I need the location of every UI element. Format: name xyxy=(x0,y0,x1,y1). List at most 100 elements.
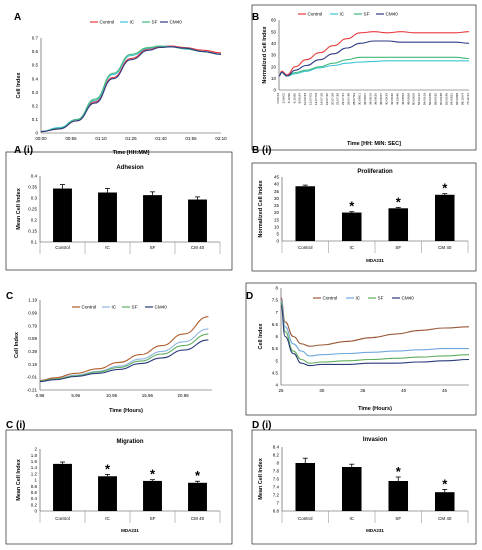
significance-star-Bi: * xyxy=(396,194,402,209)
y-tick-label-Bi: 5 xyxy=(276,231,279,236)
y-tick-label-Ai: 0.25 xyxy=(28,207,37,212)
y-tick-label-Bi: 0 xyxy=(276,239,279,244)
significance-star-Ci: * xyxy=(105,461,111,476)
frame-b-i xyxy=(251,162,477,272)
x-tick-label-D: 25 xyxy=(278,388,284,393)
y-tick-label-A: 0.5 xyxy=(32,63,39,68)
bar-Di-cm40 xyxy=(434,492,455,511)
y-tick-label-C: 0.59 xyxy=(28,336,37,341)
bar-Bi-ic xyxy=(341,212,362,241)
series-line-C-control xyxy=(39,316,209,381)
significance-star-Di: * xyxy=(442,476,448,491)
bar-Bi-control xyxy=(295,186,316,241)
y-tick-label-D: 4.5 xyxy=(272,370,279,375)
significance-star-Bi: * xyxy=(442,181,448,196)
x-tick-label-B: 62:09:45 xyxy=(444,93,448,105)
x-tick-label-D: 30 xyxy=(319,388,325,393)
x-tick-label-D: 35 xyxy=(360,388,366,393)
x-tick-label-B: 8:06:24 xyxy=(298,93,302,104)
legend-label-C-control: Control xyxy=(82,305,97,310)
y-tick-label-Di: 8.2 xyxy=(273,453,280,458)
x-tick-label-A: 01:55 xyxy=(185,136,197,141)
legend-label-B-control: Control xyxy=(308,12,323,17)
y-tick-label-C: -0.01 xyxy=(27,375,38,380)
chart-title-Ai: Adhesion xyxy=(116,165,144,171)
bar-Ai-sf xyxy=(143,195,162,242)
frame-b xyxy=(251,4,477,151)
panel-label-a: A xyxy=(14,12,21,23)
y-tick-label-Di: 7.4 xyxy=(273,485,280,490)
y-tick-label-A: 0.2 xyxy=(32,103,39,108)
x-tick-label-B: 22:07:35 xyxy=(336,93,340,105)
x-tick-label-B: 46:08:53 xyxy=(401,93,405,105)
x-tick-label-A: 01:25 xyxy=(125,136,137,141)
y-tick-label-C: -0.21 xyxy=(27,388,38,393)
x-axis-label-Di: MDA231 xyxy=(366,528,384,533)
legend-label-D-cm40: CM40 xyxy=(402,296,415,301)
x-tick-label-A: 00:00 xyxy=(35,136,47,141)
bar-Ai-cm40 xyxy=(188,199,207,242)
x-tick-label-B: 58:09:32 xyxy=(433,93,437,105)
legend-label-B-cm40: CM40 xyxy=(386,12,399,17)
x-tick-label-B: 54:09:19 xyxy=(423,93,427,105)
y-tick-label-C: 0.99 xyxy=(28,310,37,315)
significance-star-Di: * xyxy=(396,464,402,479)
y-tick-label-A: 0.1 xyxy=(32,117,39,122)
y-tick-label-Bi: 30 xyxy=(274,196,280,201)
panel-label-b: B xyxy=(252,12,259,23)
series-line-A-control xyxy=(40,45,222,133)
x-tick-label-B: 68:10:04 xyxy=(461,93,465,105)
x-tick-label-B: 10:06:33 xyxy=(303,93,307,105)
category-label-Ai: IC xyxy=(105,245,110,250)
category-label-Bi: Control xyxy=(298,245,313,250)
y-tick-label-B: 60 xyxy=(271,18,277,23)
category-label-Ai: Control xyxy=(55,245,70,250)
x-tick-label-A: 01:40 xyxy=(155,136,167,141)
legend-label-D-sf: SF xyxy=(378,296,384,301)
y-axis-label-Ai: Mean Cell Index xyxy=(16,187,22,230)
y-tick-label-C: 0.79 xyxy=(28,323,37,328)
category-label-Di: IC xyxy=(350,516,355,521)
panel-label-a-i: A (i) xyxy=(14,145,33,156)
x-tick-label-B: 34:08:14 xyxy=(368,93,372,105)
x-tick-label-B: 12:07:02 xyxy=(309,93,313,105)
series-line-B-sf xyxy=(278,56,470,77)
x-tick-label-A: 00:55 xyxy=(65,136,77,141)
y-tick-label-Ci: 1.6 xyxy=(31,459,38,464)
series-line-D-ic xyxy=(280,299,469,357)
x-tick-label-B: 30:08:01 xyxy=(357,93,361,105)
y-tick-label-Bi: 40 xyxy=(274,182,280,187)
y-tick-label-Ci: 0 xyxy=(34,509,37,514)
x-tick-label-B: 0:06:13 xyxy=(276,93,280,104)
frame-d-i xyxy=(251,429,477,545)
legend-label-B-sf: SF xyxy=(364,12,370,17)
legend-label-A-cm40: CM40 xyxy=(170,20,183,25)
panel-label-d: D xyxy=(246,291,253,302)
y-tick-label-Ai: 0.3 xyxy=(31,196,38,201)
legend-label-A-sf: SF xyxy=(152,20,158,25)
x-tick-label-B: 32:08:07 xyxy=(363,93,367,105)
category-label-Ci: IC xyxy=(105,516,110,521)
x-tick-label-D: 40 xyxy=(401,388,407,393)
legend-label-C-cm40: CM40 xyxy=(155,305,168,310)
legend-label-A-ic: IC xyxy=(130,20,135,25)
y-tick-label-Ci: 1.8 xyxy=(31,453,38,458)
y-tick-label-D: 4 xyxy=(275,383,278,388)
x-tick-label-B: 20:07:28 xyxy=(330,93,334,105)
y-tick-label-Bi: 10 xyxy=(274,224,280,229)
category-label-Ai: SF xyxy=(150,245,156,250)
y-tick-label-Di: 6.8 xyxy=(273,509,280,514)
x-axis-label-C: Time (Hours) xyxy=(109,408,143,414)
y-tick-label-D: 6 xyxy=(275,334,278,339)
x-axis-label-A: Time [HH:MM] xyxy=(113,150,150,156)
category-label-Bi: CM 40 xyxy=(438,245,452,250)
x-tick-label-B: 48:08:59 xyxy=(406,93,410,105)
bar-Bi-cm40 xyxy=(434,194,455,241)
x-tick-label-B: 16:07:15 xyxy=(319,93,323,105)
x-tick-label-B: 14:07:09 xyxy=(314,93,318,105)
x-tick-label-C: 20.96 xyxy=(177,393,189,398)
y-tick-label-B: 10 xyxy=(271,76,277,81)
category-label-Di: Control xyxy=(298,516,313,521)
y-axis-label-A: Cell Index xyxy=(16,72,22,99)
